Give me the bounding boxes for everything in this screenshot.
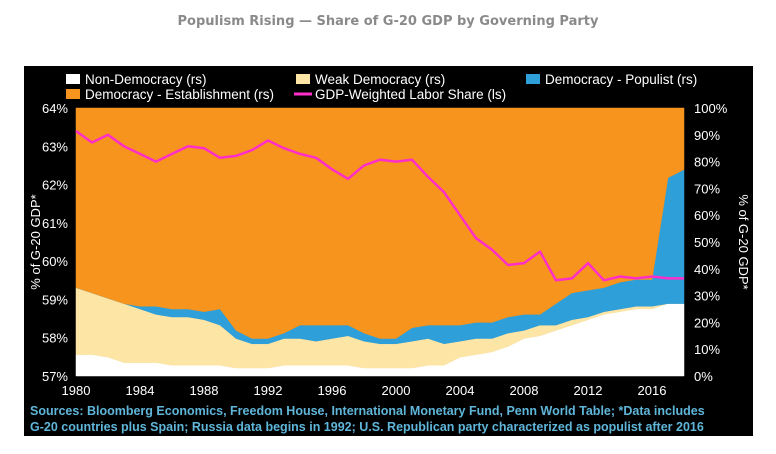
right-tick-label: 30%: [694, 289, 720, 304]
x-tick-label: 2016: [638, 383, 667, 398]
sources-line-2: G-20 countries plus Spain; Russia data b…: [30, 420, 704, 434]
right-tick-label: 100%: [694, 101, 728, 116]
legend-label-democracy-establishment: Democracy - Establishment (rs): [85, 87, 274, 102]
x-tick-label: 2012: [574, 383, 603, 398]
left-tick-label: 64%: [42, 101, 68, 116]
left-tick-label: 57%: [42, 369, 68, 384]
x-tick-label: 1988: [190, 383, 219, 398]
right-tick-label: 10%: [694, 342, 720, 357]
legend-swatch-weak-democracy: [296, 74, 310, 84]
right-tick-label: 50%: [694, 235, 720, 250]
left-tick-label: 61%: [42, 216, 68, 231]
legend-label-weak-democracy: Weak Democracy (rs): [315, 72, 445, 87]
sources-note: Sources: Bloomberg Economics, Freedom Ho…: [30, 403, 705, 435]
page-title: Populism Rising — Share of G-20 GDP by G…: [177, 14, 599, 29]
right-axis-title: % of G-20 GDP*: [736, 194, 751, 289]
x-tick-label: 2000: [382, 383, 411, 398]
left-tick-label: 60%: [42, 254, 68, 269]
x-tick-label: 1984: [126, 383, 155, 398]
sources-line-1: Sources: Bloomberg Economics, Freedom Ho…: [30, 404, 705, 418]
x-tick-label: 1980: [62, 383, 91, 398]
legend-label-labor-share: GDP-Weighted Labor Share (ls): [315, 87, 506, 102]
x-tick-label: 2004: [446, 383, 475, 398]
left-tick-label: 59%: [42, 292, 68, 307]
left-axis-title: % of G-20 GDP*: [28, 194, 43, 289]
right-tick-label: 40%: [694, 262, 720, 277]
right-tick-label: 80%: [694, 155, 720, 170]
x-tick-label: 1996: [318, 383, 347, 398]
right-tick-label: 60%: [694, 208, 720, 223]
left-tick-label: 62%: [42, 178, 68, 193]
left-tick-label: 58%: [42, 331, 68, 346]
x-tick-label: 1992: [254, 383, 283, 398]
line-labor-share: [75, 129, 684, 282]
chart-panel: 57% 58% 59% 60% 61% 62% 63% 64% 0% 10% 20% 30% 40% 50…: [24, 66, 753, 436]
legend-swatch-democracy-establishment: [66, 89, 80, 99]
legend-swatch-non-democracy: [66, 74, 80, 84]
right-tick-label: 70%: [694, 181, 720, 196]
right-tick-label: 0%: [694, 369, 713, 384]
x-tick-label: 2008: [510, 383, 539, 398]
legend-swatch-democracy-populist: [526, 74, 540, 84]
area-democracy-establishment: [75, 107, 685, 339]
right-tick-label: 20%: [694, 315, 720, 330]
chart-svg: 57% 58% 59% 60% 61% 62% 63% 64% 0% 10% 20% 30% 40% 50…: [28, 72, 751, 398]
legend-label-non-democracy: Non-Democracy (rs): [85, 72, 207, 87]
legend-label-democracy-populist: Democracy - Populist (rs): [545, 72, 697, 87]
right-tick-label: 90%: [694, 128, 720, 143]
left-tick-label: 63%: [42, 139, 68, 154]
